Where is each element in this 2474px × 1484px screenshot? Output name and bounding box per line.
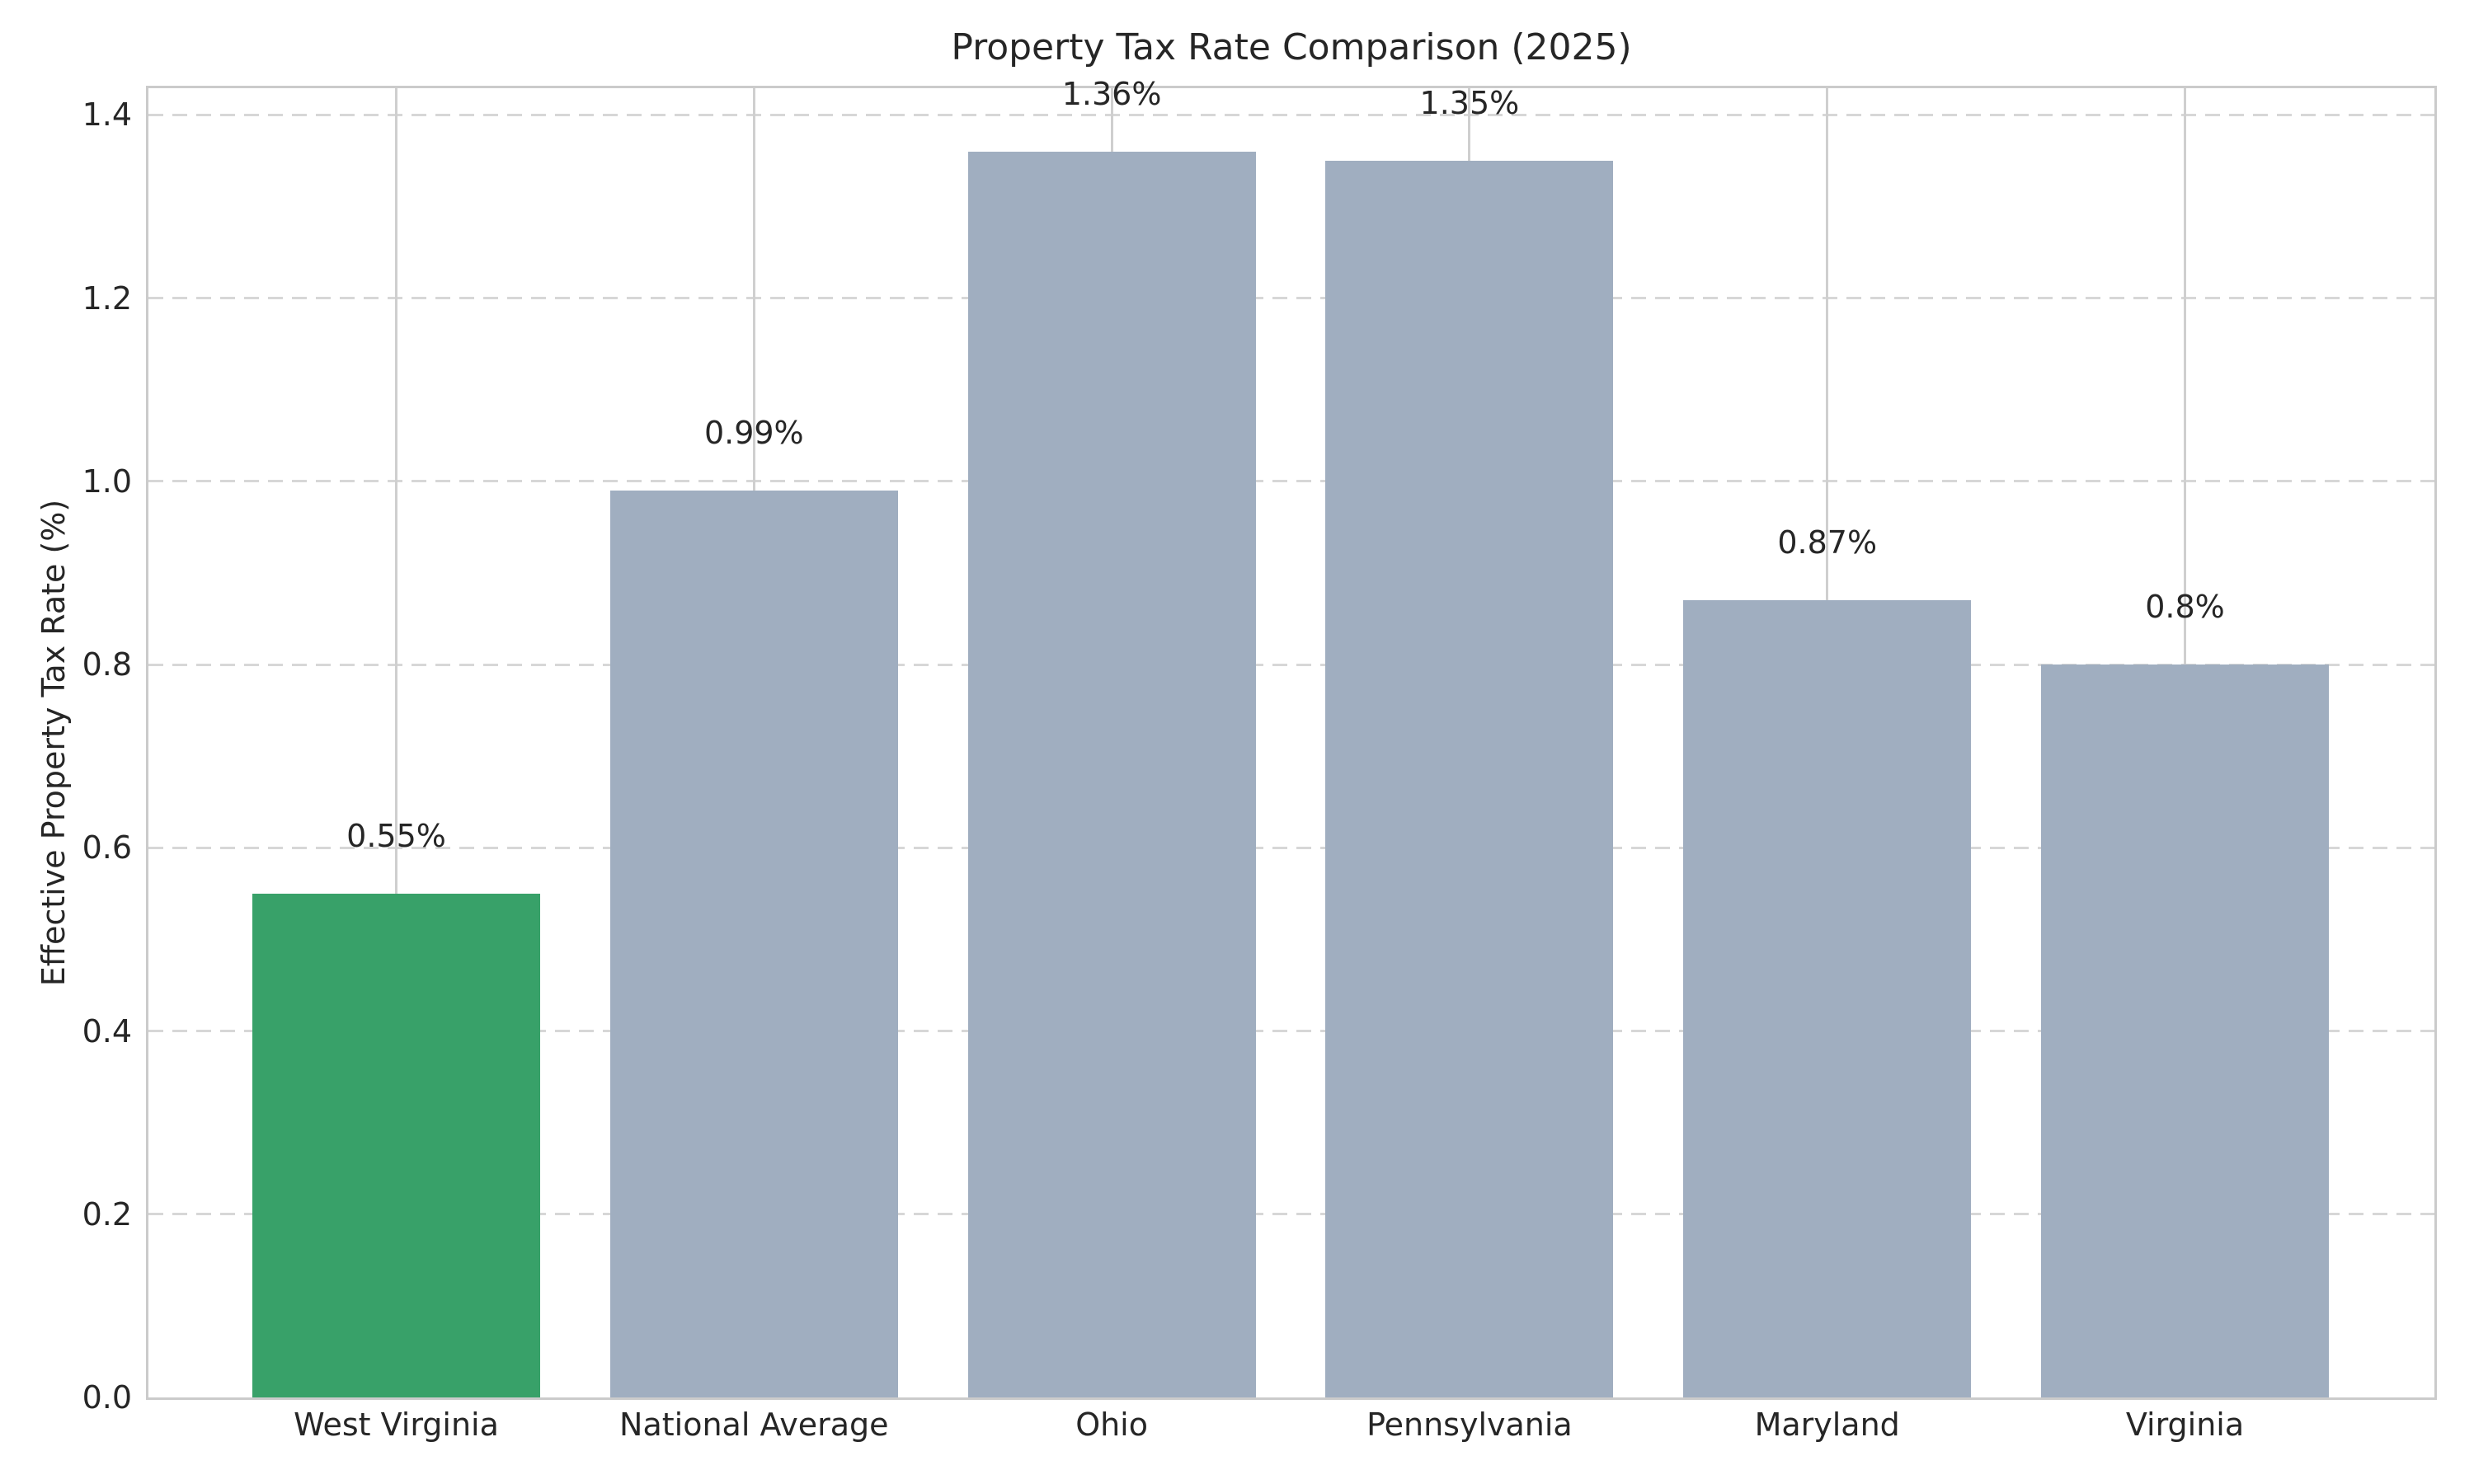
y-tick-label-0.6: 0.6: [82, 829, 132, 866]
bar-pennsylvania: [1325, 161, 1614, 1397]
x-tick-label-ohio: Ohio: [1075, 1407, 1148, 1443]
x-tick-label-west-virginia: West Virginia: [294, 1407, 499, 1443]
gridline-y-0.8: [148, 663, 2434, 666]
chart-title: Property Tax Rate Comparison (2025): [951, 26, 1632, 68]
y-tick-label-1.4: 1.4: [82, 96, 132, 134]
y-tick-label-1.2: 1.2: [82, 279, 132, 317]
gridline-x-west-virginia: [395, 88, 397, 1397]
bar-west-virginia: [252, 893, 540, 1397]
y-tick-label-1.0: 1.0: [82, 463, 132, 500]
gridline-y-1.2: [148, 297, 2434, 300]
x-tick-label-pennsylvania: Pennsylvania: [1366, 1407, 1573, 1443]
gridline-y-0.6: [148, 846, 2434, 849]
y-tick-label-0.4: 0.4: [82, 1012, 132, 1050]
y-axis-label: Effective Property Tax Rate (%): [35, 499, 72, 987]
bar-value-label-maryland: 0.87%: [1777, 524, 1878, 561]
x-tick-label-national-average: National Average: [619, 1407, 889, 1443]
bar-value-label-pennsylvania: 1.35%: [1419, 85, 1520, 121]
gridline-y-0.4: [148, 1030, 2434, 1033]
bar-value-label-virginia: 0.8%: [2145, 589, 2225, 626]
bar-value-label-ohio: 1.36%: [1061, 75, 1162, 112]
gridline-y-1.0: [148, 480, 2434, 483]
bar-value-label-west-virginia: 0.55%: [346, 817, 446, 854]
gridline-y-1.4: [148, 113, 2434, 116]
bar-maryland: [1683, 600, 1972, 1397]
bar-national-average: [609, 491, 898, 1397]
y-tick-label-0.0: 0.0: [82, 1379, 132, 1416]
plot-area: 0.55% 0.99% 1.36% 1.35% 0.87% 0.8% West Virgi…: [146, 76, 2437, 1443]
x-tick-label-virginia: Virginia: [2125, 1407, 2245, 1443]
y-tick-label-0.2: 0.2: [82, 1195, 132, 1233]
bar-value-label-national-average: 0.99%: [703, 415, 804, 451]
y-tick-label-0.8: 0.8: [82, 646, 132, 683]
x-tick-label-maryland: Maryland: [1754, 1407, 1900, 1443]
gridline-y-0.2: [148, 1213, 2434, 1216]
bar-ohio: [967, 151, 1256, 1397]
bar-virginia: [2041, 665, 2329, 1397]
